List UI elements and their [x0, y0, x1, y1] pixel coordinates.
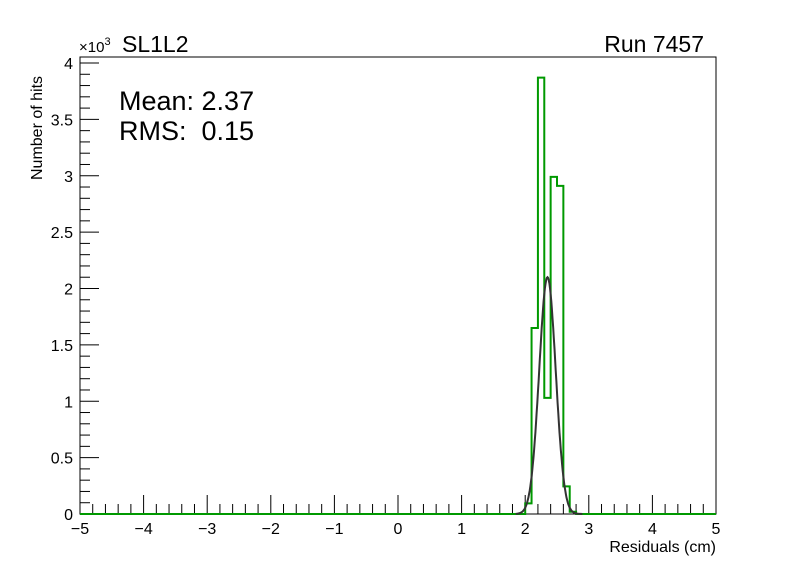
- y-tick-label: 3: [64, 169, 73, 186]
- x-tick-label: −3: [198, 521, 216, 538]
- histogram-bin: [544, 398, 550, 514]
- y-tick-label: 3.5: [51, 112, 73, 129]
- x-tick-label: 5: [712, 521, 721, 538]
- y-tick-label: 2.5: [51, 225, 73, 242]
- x-tick-label: −2: [262, 521, 280, 538]
- x-tick-label: −5: [71, 521, 89, 538]
- x-tick-label: 3: [584, 521, 593, 538]
- run-label: Run 7457: [604, 31, 704, 57]
- x-tick-label: 0: [394, 521, 403, 538]
- y-tick-label: 0.5: [51, 451, 73, 468]
- x-tick-label: −4: [134, 521, 152, 538]
- gaussian-fit-curve: [515, 275, 583, 515]
- x-tick-label: 4: [648, 521, 657, 538]
- y-tick-label: 1.5: [51, 338, 73, 355]
- y-tick-label: 0: [64, 507, 73, 524]
- stats-rms: RMS: 0.15: [119, 116, 254, 146]
- chart-title: SL1L2: [122, 31, 189, 57]
- histogram-marks: [80, 76, 716, 515]
- x-tick-label: 2: [521, 521, 530, 538]
- x-tick-label: −1: [325, 521, 343, 538]
- x-axis-label: Residuals (cm): [609, 539, 716, 556]
- y-axis-label: Number of hits: [29, 76, 46, 180]
- y-multiplier: ×103: [79, 36, 111, 56]
- y-tick-label: 4: [64, 56, 73, 73]
- y-tick-label: 1: [64, 394, 73, 411]
- stats-mean: Mean: 2.37: [119, 86, 254, 116]
- y-tick-label: 2: [64, 282, 73, 299]
- x-tick-label: 1: [457, 521, 466, 538]
